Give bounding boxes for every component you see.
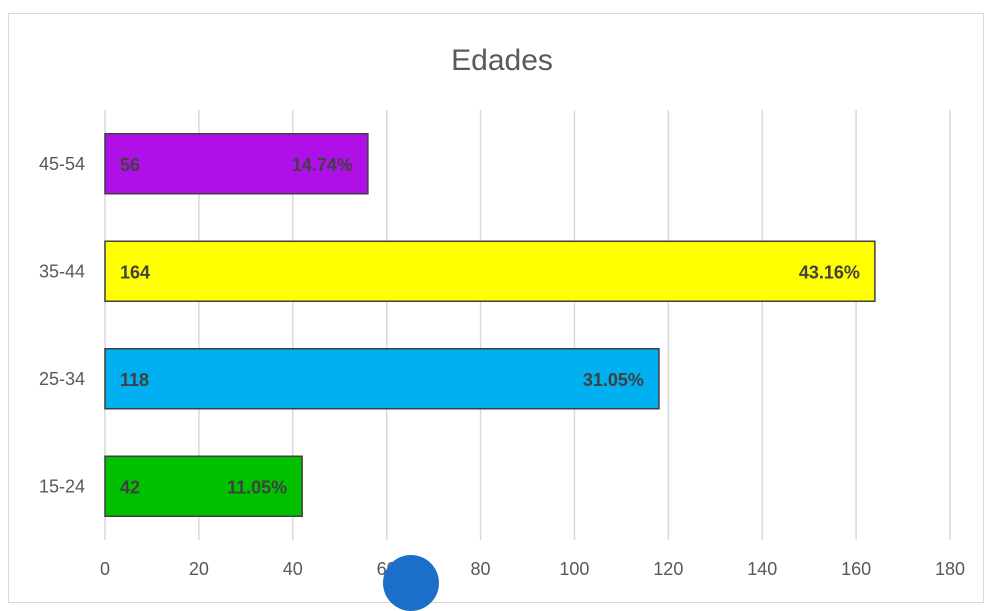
- percent-label-35-44: 43.16%: [799, 262, 860, 282]
- x-tick-label-20: 20: [189, 559, 209, 579]
- x-tick-label-160: 160: [841, 559, 871, 579]
- category-label-35-44: 35-44: [39, 261, 85, 281]
- category-label-25-34: 25-34: [39, 369, 85, 389]
- x-tick-label-140: 140: [747, 559, 777, 579]
- data-labels: 42 11.05% 118 31.05% 164 43.16% 56 14.74%: [120, 155, 860, 498]
- value-label-35-44: 164: [120, 262, 150, 282]
- bar-25-34: [104, 348, 660, 410]
- value-label-15-24: 42: [120, 477, 140, 497]
- x-axis-tick-labels: 020406080100120140160180: [100, 559, 965, 579]
- value-label-25-34: 118: [120, 370, 149, 390]
- x-tick-label-120: 120: [653, 559, 683, 579]
- x-tick-label-40: 40: [283, 559, 303, 579]
- value-label-45-54: 56: [120, 155, 140, 175]
- x-tick-label-0: 0: [100, 559, 110, 579]
- category-label-15-24: 15-24: [39, 476, 85, 496]
- x-tick-label-80: 80: [471, 559, 491, 579]
- percent-label-25-34: 31.05%: [583, 370, 644, 390]
- category-label-45-54: 45-54: [39, 154, 85, 174]
- bar-45-54: [104, 133, 369, 195]
- blue-circle-marker: [383, 555, 439, 611]
- category-labels: 15-24 25-34 35-44 45-54: [39, 154, 85, 497]
- percent-label-45-54: 14.74%: [292, 155, 353, 175]
- percent-label-15-24: 11.05%: [227, 477, 287, 497]
- bar-15-24: [104, 455, 303, 517]
- bar-35-44: [104, 240, 876, 302]
- chart-title: Edades: [451, 44, 553, 77]
- bars: [104, 133, 876, 517]
- x-tick-label-100: 100: [559, 559, 589, 579]
- x-tick-label-180: 180: [935, 559, 965, 579]
